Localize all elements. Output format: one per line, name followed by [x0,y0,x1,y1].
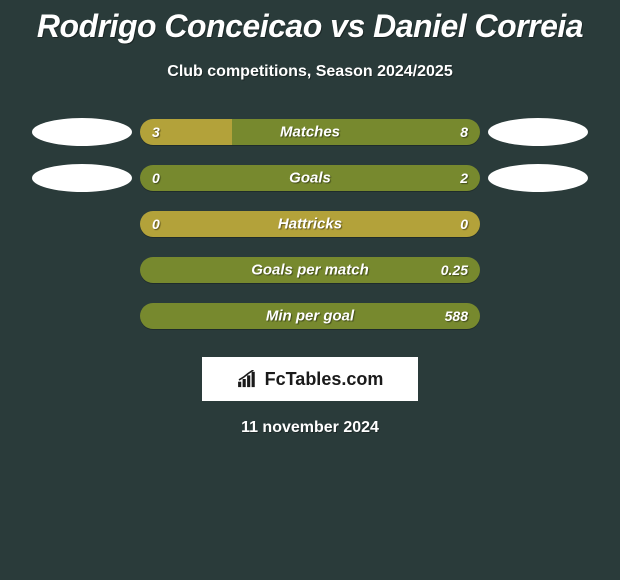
stat-value-left: 0 [152,216,160,232]
spacer [488,256,588,284]
player-marker-left [32,164,132,192]
bar-segment-right [140,303,480,329]
spacer [488,302,588,330]
brand-logo-box: FcTables.com [202,357,418,401]
stat-value-left: 0 [152,170,160,186]
stat-bar: Goals02 [140,165,480,191]
brand-text: FcTables.com [265,369,384,390]
stat-bar: Hattricks00 [140,211,480,237]
chart-icon [237,370,259,388]
stat-row: Min per goal588 [0,293,620,339]
bar-segment-right [140,165,480,191]
stat-value-right: 8 [460,124,468,140]
subtitle: Club competitions, Season 2024/2025 [0,63,620,81]
stat-bar: Goals per match0.25 [140,257,480,283]
stat-value-right: 0 [460,216,468,232]
bar-segment-right [232,119,480,145]
player-marker-left [32,118,132,146]
player-marker-right [488,118,588,146]
stat-row: Matches38 [0,109,620,155]
spacer [32,302,132,330]
stat-row: Hattricks00 [0,201,620,247]
spacer [488,210,588,238]
spacer [32,256,132,284]
date-text: 11 november 2024 [0,419,620,437]
page-title: Rodrigo Conceicao vs Daniel Correia [0,0,620,45]
bar-segment-right [140,257,480,283]
stat-value-left: 3 [152,124,160,140]
bar-segment-left [140,211,480,237]
stat-row: Goals02 [0,155,620,201]
stat-bar: Matches38 [140,119,480,145]
spacer [32,210,132,238]
comparison-rows: Matches38Goals02Hattricks00Goals per mat… [0,109,620,339]
stat-value-right: 0.25 [441,262,468,278]
stat-row: Goals per match0.25 [0,247,620,293]
player-marker-right [488,164,588,192]
stat-bar: Min per goal588 [140,303,480,329]
stat-value-right: 2 [460,170,468,186]
stat-value-right: 588 [445,308,468,324]
